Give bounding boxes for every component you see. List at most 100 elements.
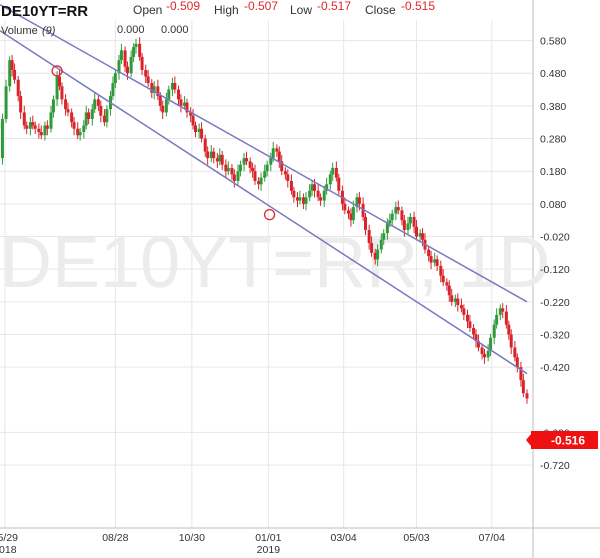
- candle: [156, 79, 160, 100]
- open-label: Open: [133, 3, 162, 17]
- candle: [215, 152, 219, 168]
- candle: [379, 233, 383, 254]
- candle-body: [218, 154, 222, 162]
- high-label: High: [214, 3, 239, 17]
- candle-body: [8, 60, 12, 87]
- candle-body: [60, 86, 64, 100]
- candle-body: [418, 233, 422, 237]
- candle: [49, 105, 53, 133]
- candle: [355, 193, 359, 213]
- candle-body: [325, 184, 329, 191]
- candle-body: [177, 89, 180, 100]
- candle: [453, 294, 457, 308]
- candle-body: [224, 164, 228, 172]
- x-tick-label: 07/04: [479, 532, 505, 544]
- trend-anchor-point[interactable]: [51, 65, 63, 77]
- y-tick-label: -0.120: [540, 264, 570, 276]
- price-tag: -0.516: [526, 431, 598, 449]
- candle: [224, 159, 228, 178]
- candle: [238, 160, 242, 177]
- trend-anchor-point[interactable]: [263, 208, 276, 221]
- candle-body: [51, 99, 55, 113]
- candle: [105, 105, 109, 128]
- candle: [51, 95, 55, 118]
- candle-body: [349, 213, 353, 221]
- candle-body: [253, 171, 257, 181]
- candle-body: [376, 249, 380, 260]
- candle-body: [382, 233, 386, 240]
- candle: [382, 229, 386, 245]
- candle-body: [263, 171, 267, 178]
- candle-body: [209, 151, 213, 159]
- candle-body: [232, 174, 236, 181]
- candle-body: [277, 151, 281, 162]
- candle-body: [72, 122, 76, 129]
- candle-body: [445, 282, 449, 286]
- candle: [197, 123, 201, 139]
- candle: [400, 206, 404, 226]
- candle: [203, 134, 207, 157]
- candle-body: [408, 216, 412, 224]
- candle-body: [483, 354, 486, 358]
- candle-body: [310, 184, 314, 191]
- candle: [263, 164, 267, 182]
- candle: [19, 90, 23, 119]
- x-tick-year-label: 2019: [257, 544, 281, 556]
- candle: [367, 224, 371, 250]
- candle-body: [257, 180, 261, 185]
- candle-body: [521, 380, 525, 394]
- candle-body: [486, 350, 490, 358]
- candle-body: [492, 324, 496, 338]
- candle-body: [126, 66, 129, 74]
- candle-body: [308, 190, 312, 198]
- candle: [289, 174, 293, 195]
- volume-label: Volume: [1, 25, 38, 37]
- candle: [521, 373, 525, 398]
- candle: [519, 361, 523, 387]
- candle: [447, 280, 451, 302]
- candle: [16, 75, 20, 102]
- candle-body: [355, 197, 359, 208]
- candle: [177, 85, 180, 105]
- candle: [8, 56, 12, 92]
- candle-body: [322, 190, 326, 201]
- candle: [476, 334, 480, 352]
- candle-body: [78, 132, 82, 136]
- candle: [349, 208, 353, 227]
- candle-body: [509, 334, 513, 348]
- candle: [72, 116, 76, 136]
- candle-body: [129, 56, 133, 74]
- candle-body: [16, 79, 20, 97]
- candle-body: [25, 125, 29, 129]
- candle: [102, 109, 106, 127]
- last-price-tag-bg: [531, 431, 598, 449]
- trend-channel-upper-line[interactable]: [0, 3, 528, 303]
- candle-body: [489, 337, 493, 351]
- trend-channel[interactable]: [0, 3, 528, 375]
- candle-body: [343, 203, 347, 211]
- candle-body: [158, 96, 162, 106]
- candle-body: [334, 167, 338, 178]
- candle: [200, 122, 204, 143]
- candle-body: [161, 105, 165, 113]
- trend-channel-lower-line[interactable]: [0, 30, 528, 375]
- candle: [113, 69, 117, 89]
- candle: [164, 92, 168, 117]
- candle-body: [238, 164, 242, 172]
- candle-body: [429, 256, 433, 263]
- candle-body: [379, 239, 383, 250]
- candle-body: [351, 207, 355, 221]
- candle-body: [298, 197, 302, 201]
- candle: [251, 162, 255, 178]
- candle: [525, 389, 529, 404]
- candle-body: [280, 161, 284, 172]
- candle: [489, 333, 493, 357]
- candle: [418, 229, 422, 242]
- candle-body: [13, 69, 17, 80]
- candle: [138, 37, 142, 61]
- candle: [456, 293, 460, 312]
- ohlc-header: DE10YT=RR Open -0.509 High -0.507 Low -0…: [1, 0, 435, 20]
- candle: [111, 76, 115, 100]
- candle-body: [39, 132, 43, 136]
